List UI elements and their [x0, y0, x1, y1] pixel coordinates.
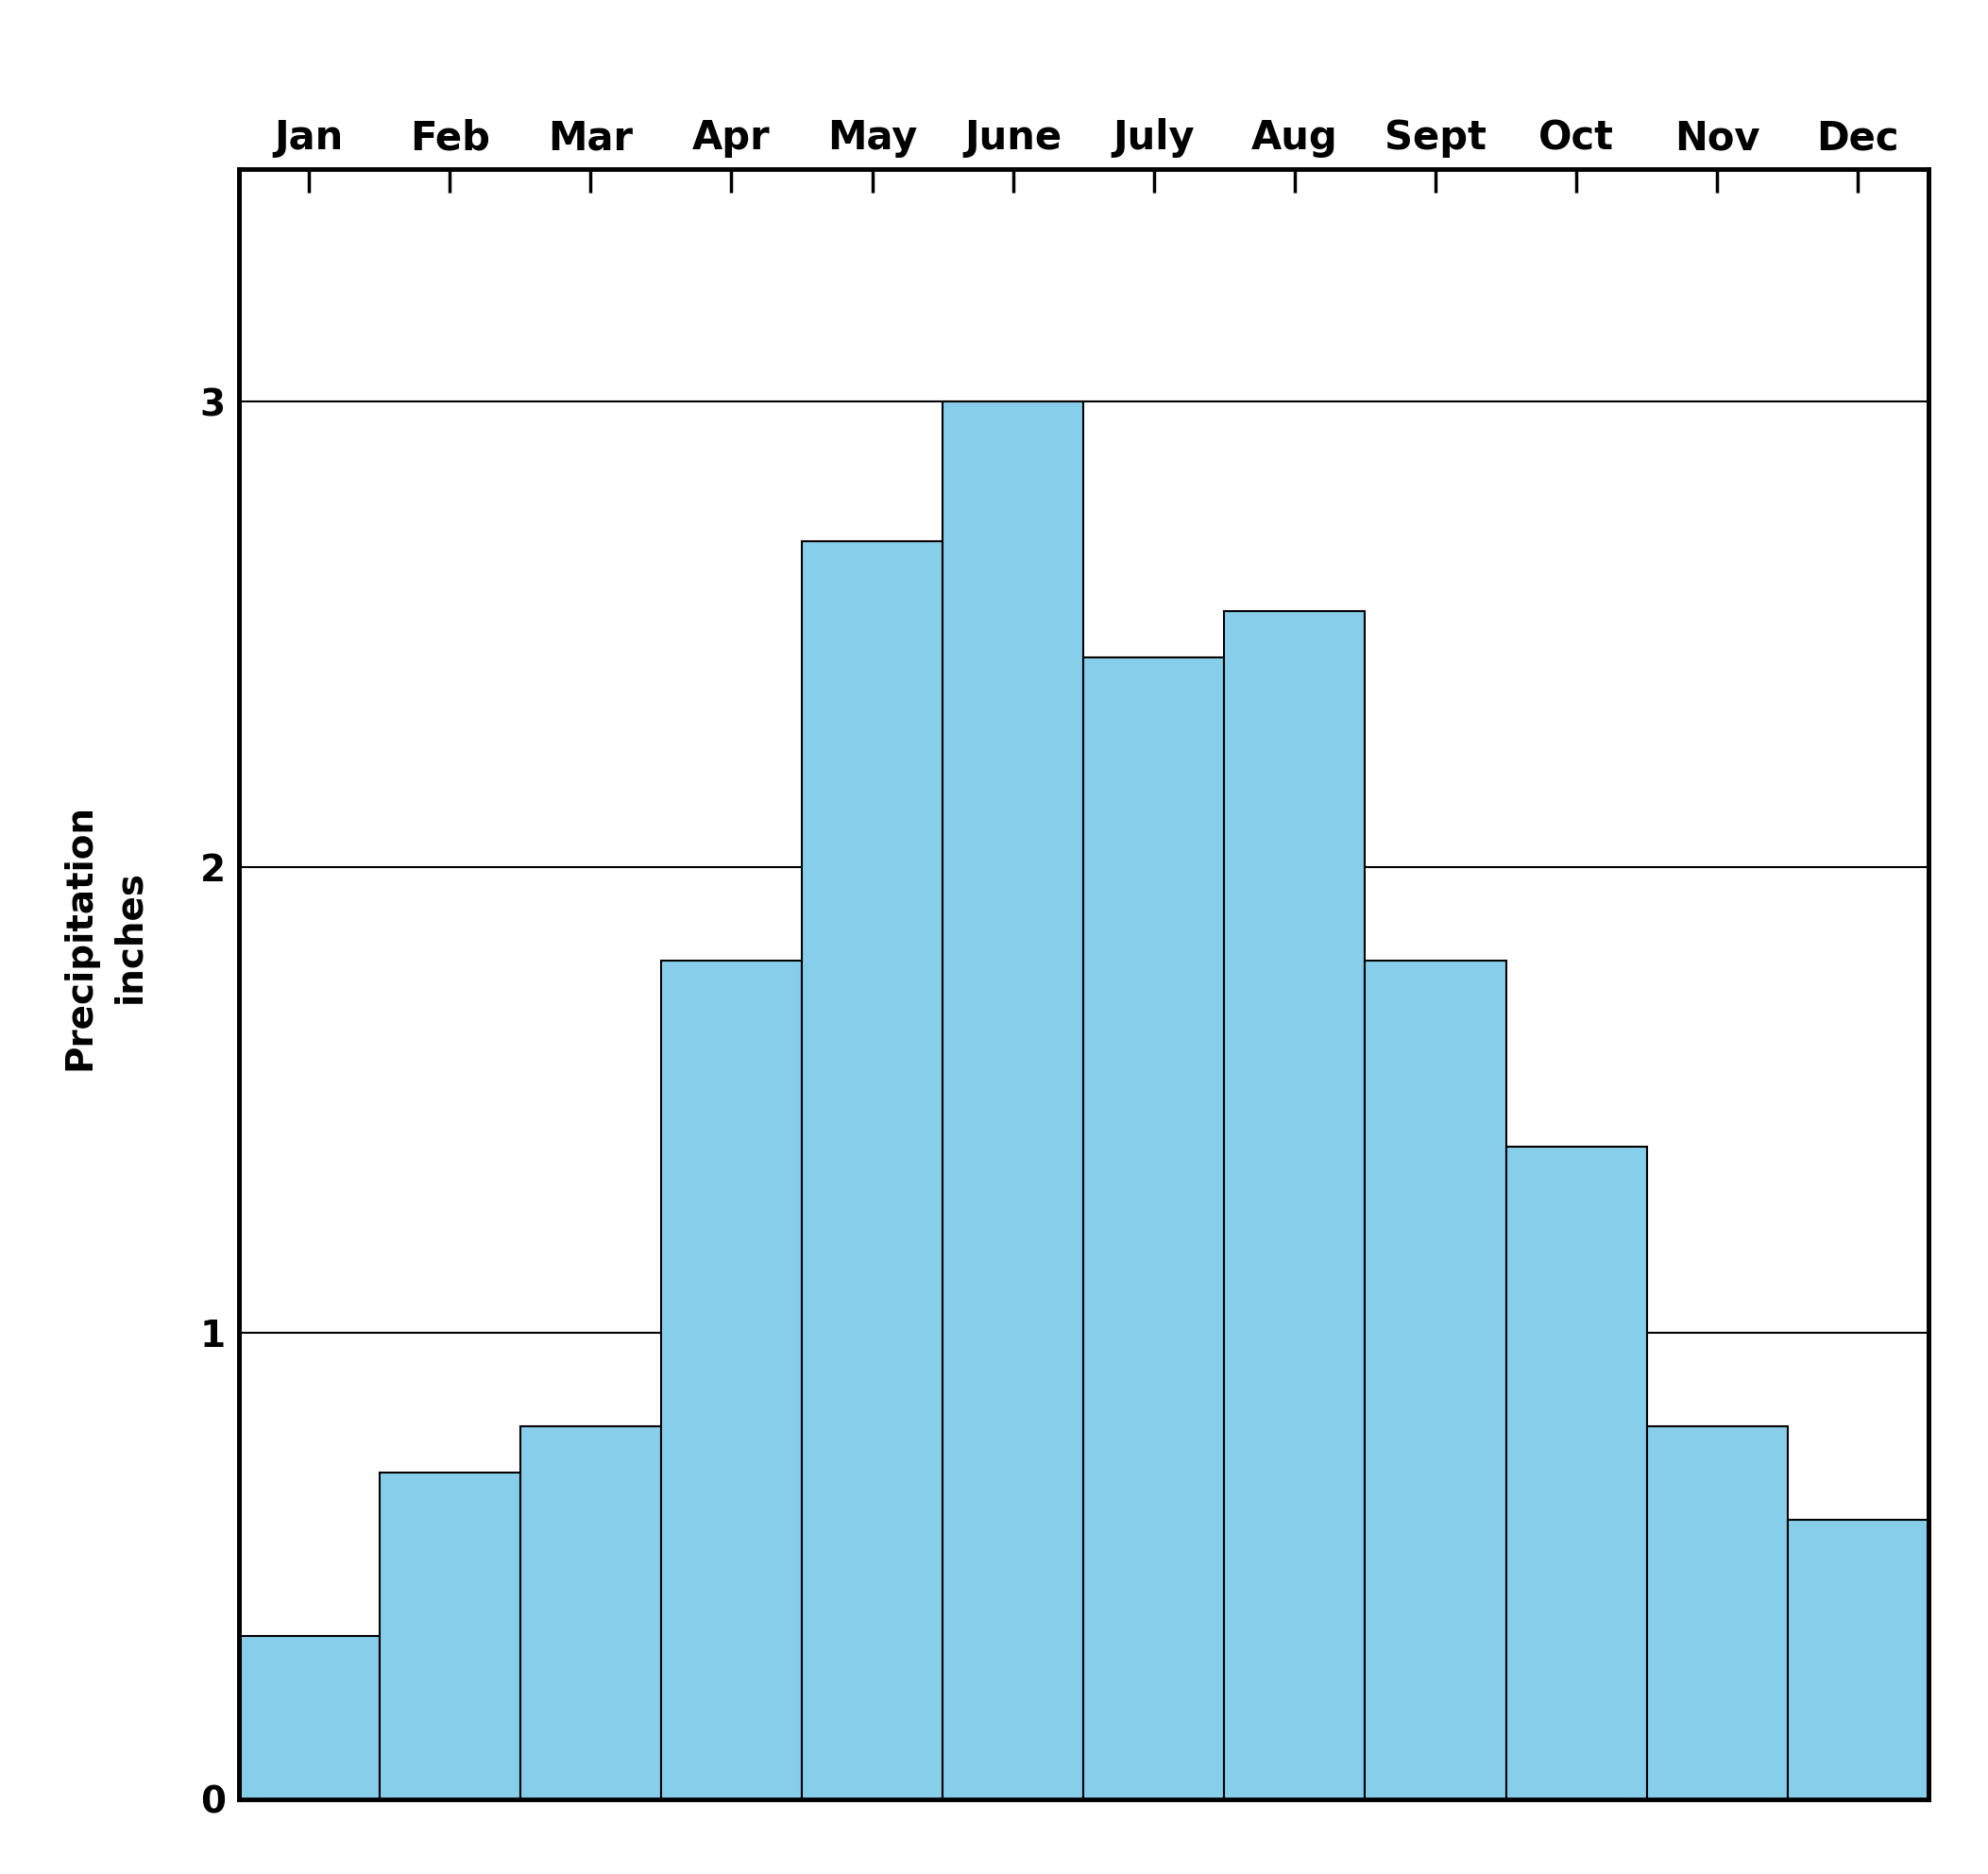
Bar	[660, 961, 801, 1799]
Bar	[1787, 1520, 1928, 1799]
Bar	[801, 542, 942, 1799]
Bar	[1225, 611, 1366, 1799]
Bar	[239, 1636, 380, 1799]
Bar	[380, 1473, 521, 1799]
Text: inches: inches	[111, 870, 147, 1004]
Text: Precipitation: Precipitation	[62, 804, 97, 1070]
Bar	[942, 401, 1083, 1799]
Bar	[521, 1426, 660, 1799]
Bar	[1366, 961, 1507, 1799]
Bar	[1646, 1426, 1787, 1799]
Bar	[1507, 1147, 1646, 1799]
Bar	[1083, 658, 1225, 1799]
